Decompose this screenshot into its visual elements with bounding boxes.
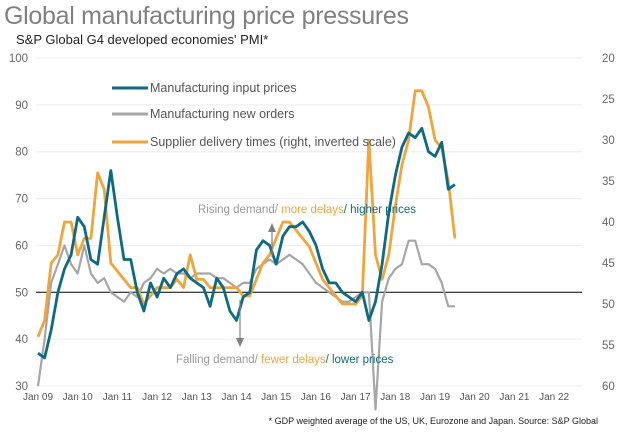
ann-sep4: / — [326, 354, 332, 366]
right-tick-label: 35 — [602, 176, 615, 188]
x-tick-label: Jan 13 — [182, 392, 212, 403]
ann-falling-demand: Falling demand — [176, 354, 255, 366]
right-tick-label: 50 — [602, 299, 615, 311]
left-axis-ticks: 30 40 50 60 70 80 90 100 — [9, 53, 28, 393]
legend-label-orders: Manufacturing new orders — [150, 107, 295, 121]
x-tick-label: Jan 20 — [460, 392, 490, 403]
ann-fewer-delays: fewer delays — [261, 354, 326, 366]
right-tick-label: 20 — [602, 53, 615, 65]
left-tick-label: 90 — [15, 100, 28, 112]
left-tick-label: 70 — [15, 194, 28, 206]
series-lines — [36, 89, 457, 411]
x-tick-label: Jan 15 — [261, 392, 291, 403]
footnote: * GDP weighted average of the US, UK, Eu… — [268, 416, 598, 426]
left-tick-label: 50 — [15, 287, 28, 299]
legend: Manufacturing input prices Manufacturing… — [112, 81, 396, 149]
x-tick-label: Jan 18 — [380, 392, 410, 403]
right-tick-label: 40 — [602, 217, 615, 229]
x-tick-label: Jan 10 — [63, 392, 93, 403]
svg-text:Falling demand/ fewer delays/: Falling demand/ fewer delays/ lower pric… — [176, 354, 394, 366]
x-tick-label: Jan 17 — [341, 392, 371, 403]
up-arrow-head — [268, 223, 276, 232]
series-line-new-orders — [36, 239, 455, 411]
right-tick-label: 25 — [602, 94, 615, 106]
chart-subtitle: S&P Global G4 developed economies' PMI* — [16, 32, 269, 47]
x-tick-label: Jan 12 — [142, 392, 172, 403]
right-axis-ticks: 20 25 30 35 40 45 50 55 60 — [602, 53, 615, 393]
chart-title: Global manufacturing price pressures — [4, 2, 409, 30]
down-arrow-head — [236, 338, 244, 347]
right-tick-label: 30 — [602, 135, 615, 147]
ann-higher-prices: higher prices — [350, 204, 416, 216]
right-tick-label: 45 — [602, 258, 615, 270]
x-tick-label: Jan 19 — [420, 392, 450, 403]
right-tick-label: 55 — [602, 340, 615, 352]
ann-sep3: / — [255, 354, 261, 366]
ann-lower-prices: lower prices — [332, 354, 394, 366]
ann-more-delays: more delays — [281, 204, 344, 216]
x-tick-label: Jan 14 — [221, 392, 251, 403]
right-tick-label: 60 — [602, 381, 615, 393]
x-tick-label: Jan 21 — [499, 392, 529, 403]
x-tick-label: Jan 09 — [23, 392, 53, 403]
left-tick-label: 40 — [15, 334, 28, 346]
left-tick-label: 30 — [15, 381, 28, 393]
svg-text:Rising demand/ more delays/ hi: Rising demand/ more delays/ higher price… — [198, 204, 416, 216]
ann-sep2: / — [344, 204, 350, 216]
left-tick-label: 100 — [9, 53, 28, 65]
x-axis-ticks: Jan 09 Jan 10 Jan 11 Jan 12 Jan 13 Jan 14 Jan … — [23, 392, 570, 403]
x-tick-label: Jan 16 — [301, 392, 331, 403]
series-line-input-prices — [37, 126, 456, 360]
left-tick-label: 80 — [15, 147, 28, 159]
falling-annotation: Falling demand/ fewer delays/ lower pric… — [176, 300, 394, 366]
left-tick-label: 60 — [15, 240, 28, 252]
rising-annotation: Rising demand/ more delays/ higher price… — [198, 204, 416, 257]
ann-sep1: / — [275, 204, 281, 216]
legend-label-input: Manufacturing input prices — [150, 81, 297, 95]
x-tick-label: Jan 11 — [103, 392, 133, 403]
gridlines — [36, 57, 582, 387]
legend-label-delivery: Supplier delivery times (right, inverted… — [150, 135, 396, 149]
x-tick-label: Jan 22 — [539, 392, 569, 403]
ann-rising-demand: Rising demand — [198, 204, 275, 216]
